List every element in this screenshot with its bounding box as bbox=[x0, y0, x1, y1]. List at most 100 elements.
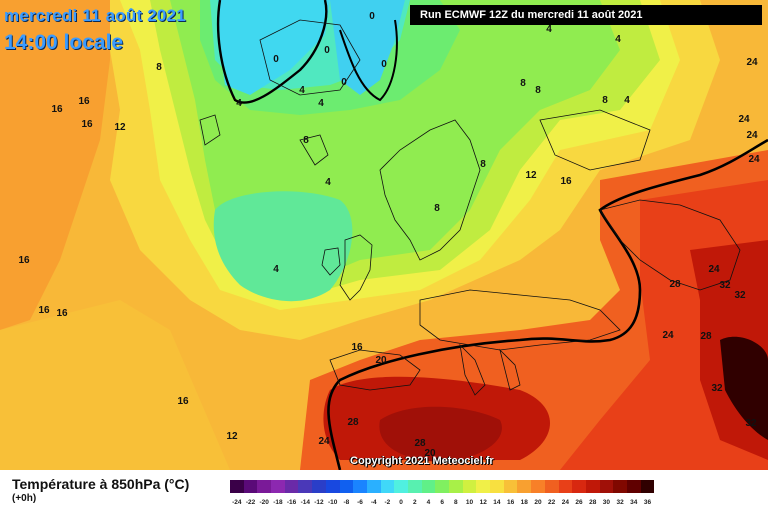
contour-label: 4 bbox=[299, 85, 305, 96]
contour-label: 28 bbox=[669, 279, 681, 290]
coastlines bbox=[199, 19, 741, 396]
contour-label: 28 bbox=[700, 331, 712, 342]
scale-swatch bbox=[257, 480, 272, 493]
scale-label: 28 bbox=[589, 499, 597, 506]
scale-label: -14 bbox=[300, 499, 310, 506]
contour-label: 8 bbox=[434, 203, 440, 214]
scale-label: -18 bbox=[273, 499, 283, 506]
contour-label: 0 bbox=[369, 11, 375, 22]
isotherm-0 bbox=[216, 0, 328, 104]
scale-swatch bbox=[380, 480, 395, 493]
scale-swatch bbox=[585, 480, 600, 493]
scale-label: 2 bbox=[412, 499, 417, 506]
color-scale-labels: -24 -22 -20 -18 -16 -14 -12 -10 -8 -6 -4 -2 0 2 4 6 8 10 1… bbox=[230, 499, 654, 506]
scale-swatch bbox=[366, 480, 381, 493]
scale-swatch bbox=[462, 480, 477, 493]
contour-label: 24 bbox=[746, 57, 758, 68]
scale-swatch bbox=[449, 480, 463, 493]
forecast-date: mercredi 11 août 2021 bbox=[4, 6, 186, 25]
scale-label: 34 bbox=[630, 499, 638, 506]
forecast-time: 14:00 locale bbox=[4, 31, 124, 54]
contour-label: 28 bbox=[414, 438, 426, 449]
scale-label: -16 bbox=[286, 499, 297, 506]
scale-label: 10 bbox=[465, 499, 474, 506]
field-southwest-atlantic bbox=[0, 300, 230, 470]
scale-swatch bbox=[325, 480, 340, 493]
field-west-atlantic bbox=[0, 0, 110, 330]
scale-swatch bbox=[298, 480, 313, 493]
scale-label: 30 bbox=[602, 499, 611, 506]
scale-swatch bbox=[271, 480, 285, 493]
contour-label: 0 bbox=[341, 77, 347, 88]
scale-swatch bbox=[613, 480, 627, 493]
contour-label: 8 bbox=[520, 78, 526, 89]
scale-swatch bbox=[531, 480, 545, 493]
scale-swatch bbox=[230, 480, 244, 493]
scale-label: 22 bbox=[548, 499, 556, 506]
contour-label: 16 bbox=[560, 176, 572, 187]
isotherm-0-east bbox=[339, 19, 398, 102]
contour-label: 32 bbox=[734, 290, 746, 301]
contour-label: 16 bbox=[56, 308, 68, 319]
scale-label: -12 bbox=[314, 499, 324, 506]
scale-swatch bbox=[339, 480, 354, 493]
scale-label: 6 bbox=[440, 499, 444, 506]
scale-label: -24 bbox=[232, 499, 242, 506]
scale-swatch bbox=[435, 480, 449, 493]
contour-label: 16 bbox=[177, 396, 189, 407]
contour-label: 24 bbox=[708, 264, 720, 275]
contour-label: 24 bbox=[748, 154, 760, 165]
contour-label: 8 bbox=[480, 159, 486, 170]
contour-label: 20 bbox=[375, 355, 387, 366]
scale-label: 24 bbox=[561, 499, 569, 506]
field-minus2-0 bbox=[218, 0, 330, 95]
scale-swatch bbox=[640, 480, 655, 493]
scale-label: -22 bbox=[245, 499, 256, 506]
contour-label: 16 bbox=[51, 104, 63, 115]
contour-label: 32 bbox=[711, 383, 723, 394]
scale-label: -10 bbox=[327, 499, 338, 506]
isotherm-20 bbox=[327, 138, 768, 470]
scale-swatch bbox=[312, 480, 326, 493]
scale-swatch bbox=[476, 480, 491, 493]
contour-label: 4 bbox=[615, 34, 621, 45]
scale-label: 26 bbox=[575, 499, 583, 506]
temperature-map: 0 0 0 0 0 4 4 4 4 4 4 4 4 8 8 8 8 8 8 8 12 12 12 16 16 16 16 16 16 16… bbox=[0, 0, 768, 470]
scale-label: 32 bbox=[616, 499, 624, 506]
contour-label: 4 bbox=[624, 95, 630, 106]
scale-swatch bbox=[544, 480, 559, 493]
scale-label: -20 bbox=[259, 499, 269, 506]
contour-label: 28 bbox=[347, 417, 359, 428]
contour-label: 12 bbox=[226, 431, 238, 442]
scale-label: 14 bbox=[493, 499, 501, 506]
run-info: Run ECMWF 12Z du mercredi 11 août 2021 bbox=[410, 5, 762, 25]
contour-label: 24 bbox=[746, 130, 758, 141]
scale-swatch bbox=[353, 480, 367, 493]
contour-label: 24 bbox=[318, 436, 330, 447]
scale-swatch bbox=[243, 480, 258, 493]
scale-swatch bbox=[599, 480, 614, 493]
contour-label: 4 bbox=[325, 177, 331, 188]
scale-swatch bbox=[421, 480, 436, 493]
scale-swatch bbox=[572, 480, 586, 493]
scale-swatch bbox=[626, 480, 641, 493]
contour-label: 4 bbox=[318, 98, 324, 109]
scale-swatch bbox=[394, 480, 408, 493]
scale-swatch bbox=[407, 480, 422, 493]
contour-label: 12 bbox=[114, 122, 126, 133]
contour-label: 0 bbox=[273, 54, 279, 65]
scale-label: 12 bbox=[479, 499, 487, 506]
scale-swatch bbox=[503, 480, 518, 493]
contour-label: 4 bbox=[546, 24, 552, 35]
scale-label: 20 bbox=[534, 499, 542, 506]
legend-bar: Température à 850hPa (°C) (+0h) -24 -22 -2… bbox=[0, 470, 768, 512]
field-north-africa-core bbox=[379, 406, 502, 462]
contour-label: 16 bbox=[38, 305, 50, 316]
contour-label: 32 bbox=[719, 280, 731, 291]
contour-label: 0 bbox=[324, 45, 330, 56]
contour-label: 8 bbox=[602, 95, 608, 106]
contour-label: 4 bbox=[273, 264, 279, 275]
contour-label: 16 bbox=[351, 342, 363, 353]
